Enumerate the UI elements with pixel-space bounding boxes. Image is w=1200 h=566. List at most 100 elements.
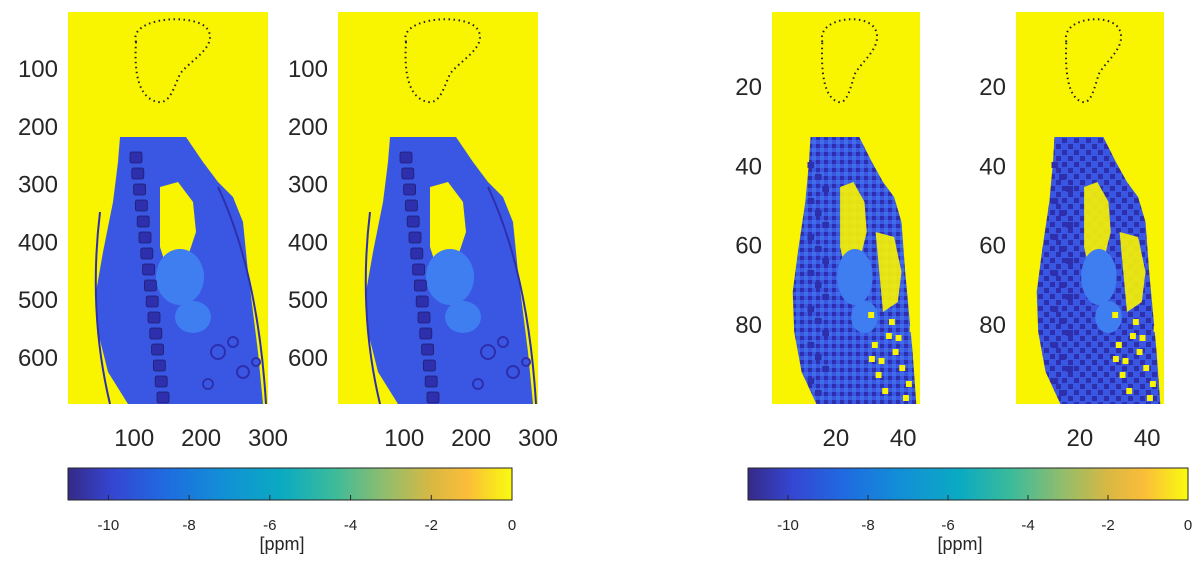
pixel-dropout [871,342,878,348]
vertebra [401,167,415,180]
pixel-dropout [902,395,909,401]
vertebra [154,375,168,388]
vertebra [424,375,438,388]
heatmap-panel-3: 20 40 60 80 20 40 [735,12,920,452]
colorbar-tick-label: -4 [1021,517,1034,534]
tissue-gap [1084,182,1111,272]
y-tick-label: 40 [735,153,762,180]
dotted-contour [404,18,481,104]
colorbar-gradient [67,467,513,501]
bowel-ring [480,344,496,360]
skin-line [487,186,537,404]
vertebra [822,366,829,372]
vertebra [149,327,163,340]
vertebra [1066,258,1073,264]
bowel-ring [210,344,226,360]
x-tick-label: 40 [890,425,917,452]
vertebra [1051,270,1059,276]
vertebra [1066,186,1073,192]
organ-region [175,301,211,333]
x-tick-label: 100 [384,425,424,452]
vertebra [417,311,431,324]
vertebra [142,263,156,276]
heatmap-image [792,18,917,404]
tissue-gap [875,232,902,312]
vertebra [129,151,143,164]
vertebra [814,282,822,288]
vertebra [814,318,822,324]
vertebra [1058,246,1066,252]
pixel-dropout [885,333,892,339]
y-tick-label: 80 [979,312,1006,339]
vertebra [143,279,157,292]
vertebra [814,246,822,252]
vertebra [807,378,815,384]
vertebra [822,330,829,336]
pixel-dropout [868,356,875,362]
vertebra [1051,234,1059,240]
vertebra [136,215,150,228]
x-tick-label: 40 [1134,425,1161,452]
vertebra [408,231,422,244]
vertebra [1066,222,1073,228]
vertebra [406,215,420,228]
organ-region [445,301,481,333]
colorbar-tick-label: -6 [941,517,954,534]
pixel-dropout [1132,319,1139,325]
pixel-dropout [878,358,885,364]
y-tick-label: 100 [288,56,328,83]
vertebra [1058,282,1066,288]
colorbar-2: -10 -8 -6 -4 -2 0 [ppm] [747,467,1192,554]
vertebra [814,390,822,396]
tissue-gap [430,182,466,272]
colorbar-tick-label: -2 [1101,517,1114,534]
x-tick-label: 200 [451,425,491,452]
pixel-dropout [1139,335,1146,341]
pixel-dropout [1129,333,1136,339]
colorbars: -10 -8 -6 -4 -2 0 [ppm] -10 -8 -6 -4 -2 0 [ppm] [67,467,1192,554]
bowel-ring [472,378,484,390]
x-tick-label: 300 [248,425,288,452]
tissue-gap [840,182,867,272]
vertebra [133,183,147,196]
bowel-ring [497,336,509,348]
vertebra [807,234,815,240]
vertebra [822,222,829,228]
y-tick-label: 20 [735,74,762,101]
vertebra [807,198,815,204]
tissue-gap [1119,232,1146,312]
pixel-dropout [905,381,912,387]
pixel-dropout [882,388,889,394]
bowel-ring [227,336,239,348]
dotted-contour [134,18,211,104]
pixel-dropout [868,312,875,318]
vertebra [822,258,829,264]
vertebra [134,199,148,212]
y-tick-label: 100 [18,56,58,83]
vertebra [138,231,152,244]
colorbar-tick-label: 0 [508,517,516,534]
vertebra [1058,318,1066,324]
y-tick-label: 400 [18,229,58,256]
pixel-dropout [892,349,899,355]
vertebra [1051,378,1059,384]
vertebra [403,183,417,196]
vertebra [421,343,435,356]
vertebra [814,174,822,180]
colorbar-label: [ppm] [259,534,304,554]
organ-region [837,249,873,305]
skin-line [94,211,111,404]
colorbar-tick-label: -2 [425,517,438,534]
vertebra [131,167,145,180]
pixel-dropout [888,319,895,325]
pixel-dropout [1153,326,1160,332]
pixel-dropout [1126,388,1133,394]
vertebra [412,263,426,276]
vertebra [419,327,433,340]
vertebra [807,306,815,312]
colorbar-gradient [747,467,1189,501]
skin-line [217,186,267,404]
y-tick-label: 600 [18,345,58,372]
vertebra [413,279,427,292]
vertebra [1058,210,1066,216]
